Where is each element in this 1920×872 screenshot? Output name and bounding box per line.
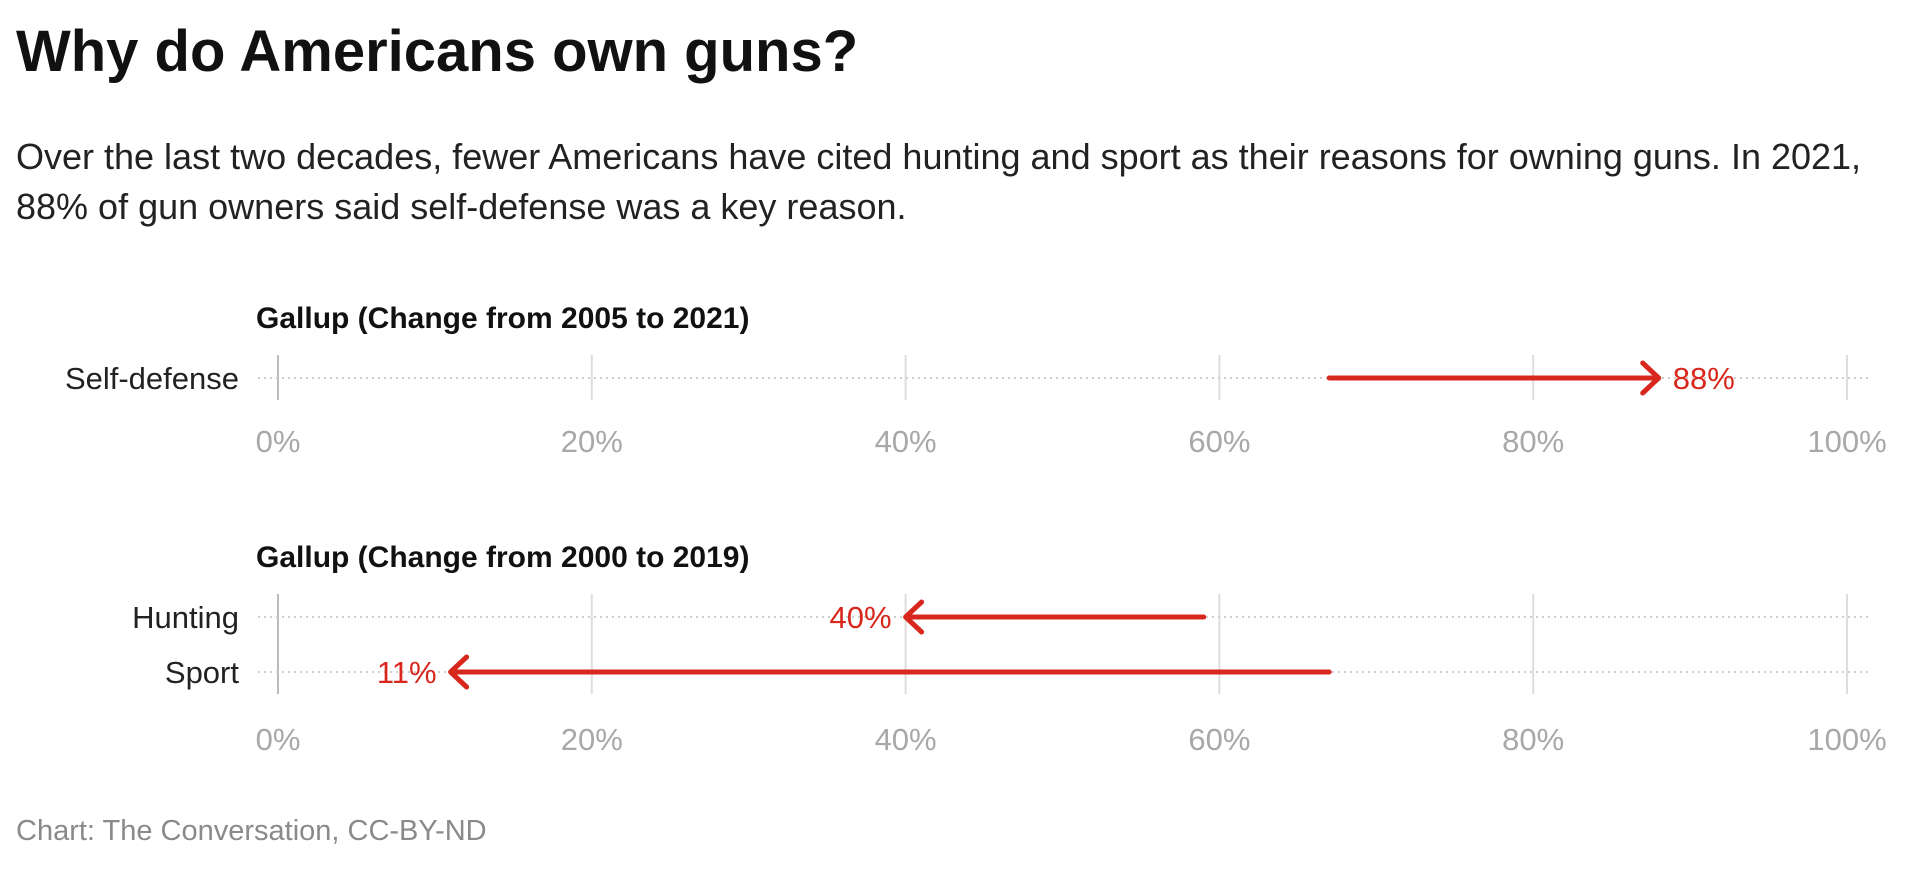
value-label: 88% [1673, 361, 1735, 396]
tick-label: 100% [1807, 722, 1886, 757]
value-label: 40% [830, 600, 892, 635]
tick-label: 40% [875, 424, 937, 459]
tick-label: 60% [1188, 722, 1250, 757]
tick-label: 20% [561, 722, 623, 757]
subtitle: Over the last two decades, fewer America… [16, 136, 1862, 227]
tick-label: 0% [256, 424, 301, 459]
page-title: Why do Americans own guns? [16, 19, 859, 84]
arrowhead [903, 599, 925, 635]
group-title: Gallup (Change from 2000 to 2019) [256, 541, 749, 574]
group-title: Gallup (Change from 2005 to 2021) [256, 302, 749, 335]
arrowhead [1640, 360, 1662, 396]
tick-label: 60% [1188, 424, 1250, 459]
tick-label: 80% [1502, 424, 1564, 459]
tick-label: 40% [875, 722, 937, 757]
value-label: 11% [377, 655, 437, 690]
tick-label: 0% [256, 722, 301, 757]
source-footer: Chart: The Conversation, CC-BY-ND [16, 815, 487, 847]
row-label: Sport [165, 655, 239, 690]
row-label: Self-defense [65, 361, 239, 396]
arrowhead [448, 654, 470, 690]
tick-label: 100% [1807, 424, 1886, 459]
row-label: Hunting [132, 600, 239, 635]
tick-label: 20% [561, 424, 623, 459]
tick-label: 80% [1502, 722, 1564, 757]
